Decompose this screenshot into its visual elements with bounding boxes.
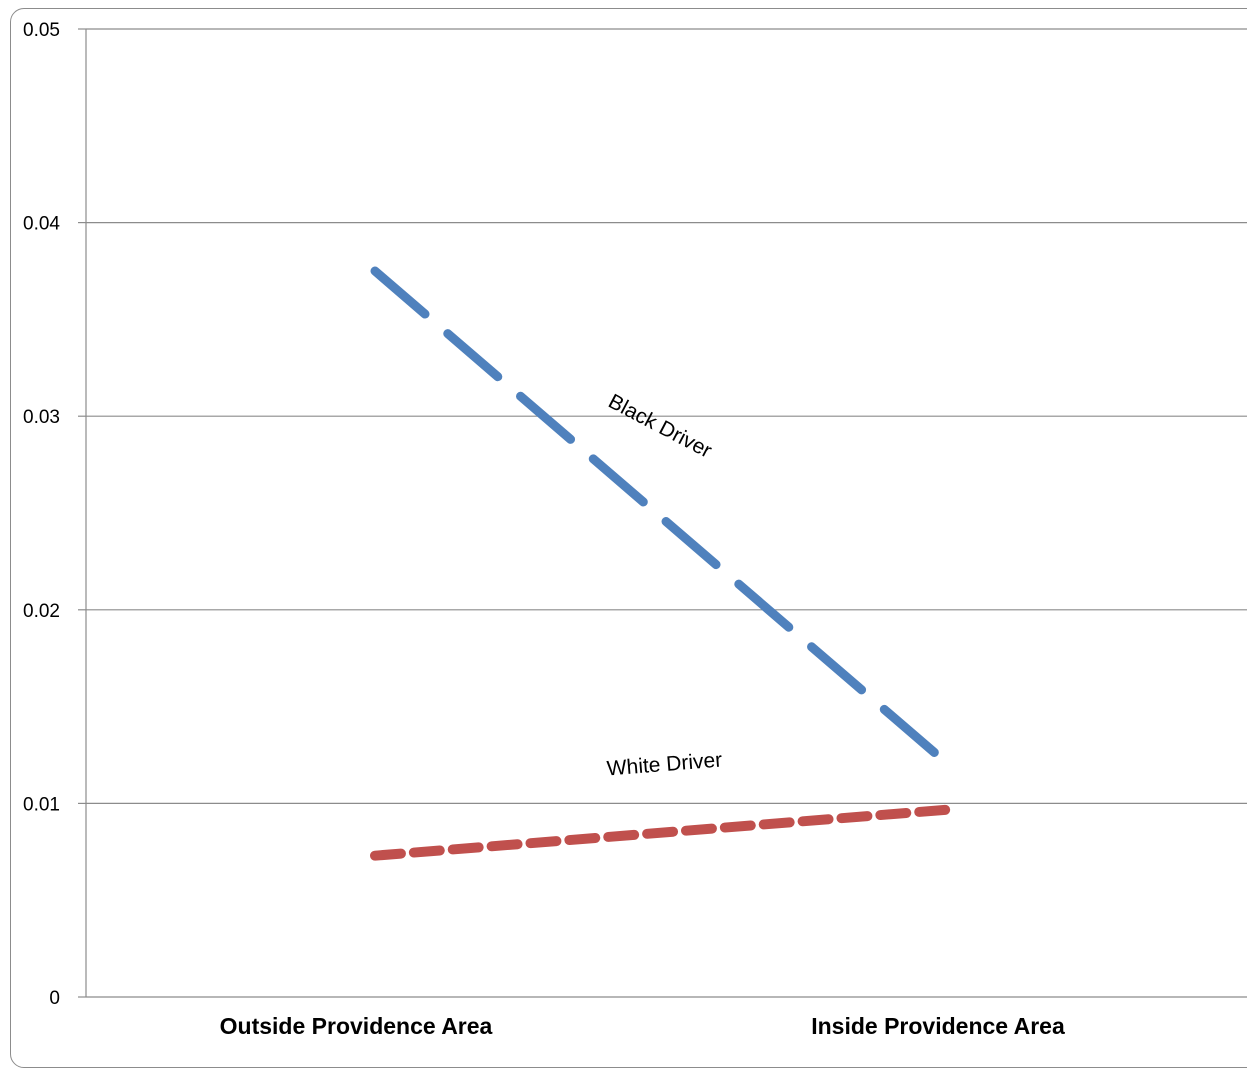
x-axis-category-labels: Outside Providence Area Inside Providence… [220,1013,1065,1039]
y-tick-label: 0.04 [23,214,60,235]
y-tick-label: 0 [49,988,60,1009]
axes [86,29,1247,997]
x-category-label: Outside Providence Area [220,1013,493,1039]
series-line-black-driver [375,271,953,769]
series-label-white-driver: White Driver [606,749,723,781]
y-tick-label: 0.03 [23,407,60,428]
y-tick-label: 0.01 [23,794,60,815]
series-lines: Black Driver White Driver [375,271,953,856]
x-category-label: Inside Providence Area [811,1013,1065,1039]
y-axis-tick-labels: 0 0.01 0.02 0.03 0.04 0.05 [23,20,60,1009]
y-tick-label: 0.05 [23,20,60,41]
y-tick-label: 0.02 [23,601,60,622]
gridlines [78,29,1247,997]
series-label-black-driver: Black Driver [605,390,716,463]
series-line-white-driver [375,809,953,855]
